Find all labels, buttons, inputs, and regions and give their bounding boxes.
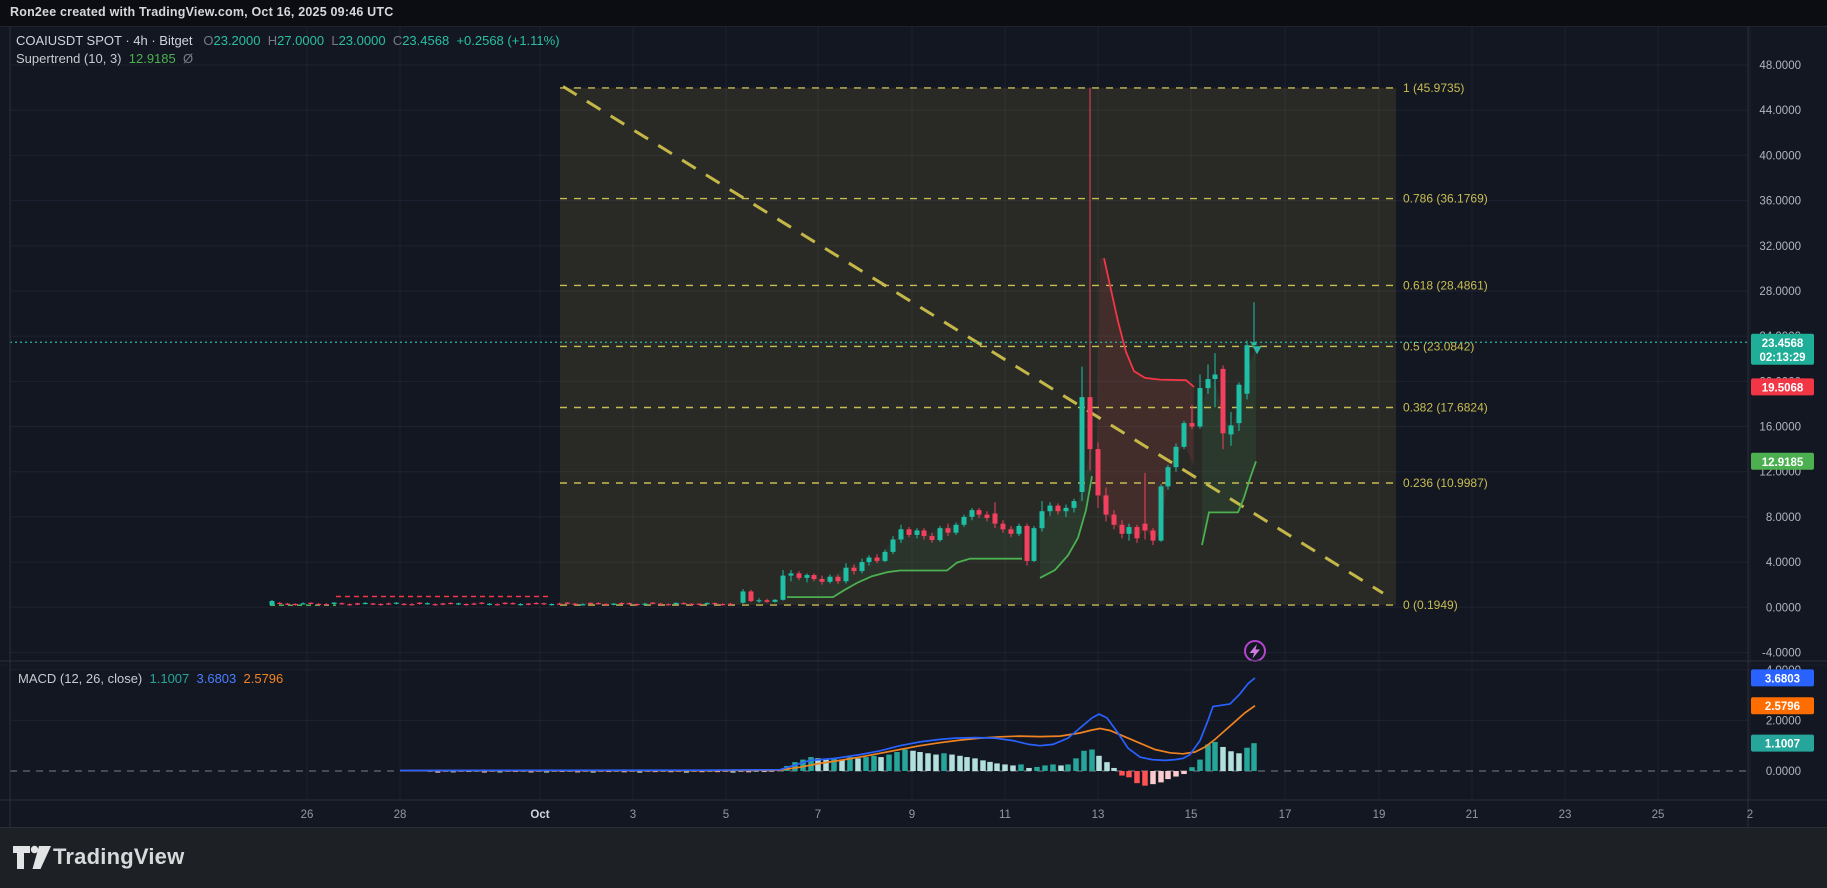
fib-level-label: 0.5 (23.0842): [1403, 339, 1474, 353]
last-price-label-text: 02:13:29: [1759, 352, 1805, 364]
time-tick-label: 15: [1185, 809, 1198, 821]
time-tick-label: 19: [1373, 809, 1386, 821]
watermark-text: Ron2ee created with TradingView.com, Oct…: [10, 5, 394, 19]
candlestick-series[interactable]: [269, 87, 1257, 606]
fib-level-label: 0.382 (17.6824): [1403, 400, 1488, 414]
price-tick-label: 28.0000: [1759, 286, 1801, 298]
macd-line-value: 3.6803: [196, 671, 237, 686]
symbol-legend-row[interactable]: COAIUSDT SPOT · 4h · Bitget O23.2000 H27…: [16, 33, 560, 48]
fib-level-label: 0.786 (36.1769): [1403, 192, 1488, 206]
last-price-label: 23.4568 02:13:29: [1751, 333, 1814, 365]
macd-tick-label: 2.0000: [1766, 715, 1801, 727]
pane-borders: [0, 27, 1827, 827]
snapshot-top-bar: Ron2ee created with TradingView.com, Oct…: [0, 0, 1827, 27]
price-tick-label: 40.0000: [1759, 150, 1801, 162]
signal-value-label-text: 2.5796: [1765, 701, 1800, 713]
time-tick-label: 13: [1092, 809, 1105, 821]
macd-value-label-text: 3.6803: [1765, 673, 1800, 685]
time-tick-label: 9: [909, 809, 915, 821]
price-arrow-marker: [1252, 346, 1262, 355]
supertrend-legend-row[interactable]: Supertrend (10, 3) 12.9185 Ø: [16, 51, 193, 66]
supertrend-sell-label-text: 19.5068: [1762, 382, 1804, 394]
ohlc-open-value: 23.2000: [213, 33, 261, 48]
price-tick-label: 36.0000: [1759, 196, 1801, 208]
ohlc-close-value: 23.4568: [402, 33, 450, 48]
fib-level-label: 1 (45.9735): [1403, 81, 1464, 95]
time-tick-label: 11: [999, 809, 1011, 821]
supertrend-buy-label: 12.9185: [1751, 452, 1814, 470]
time-tick-label: 23: [1559, 809, 1572, 821]
time-axis[interactable]: 26 28 Oct 3 5 7 9 11 13 15 17 19 21 23 25 2: [301, 809, 1754, 821]
ohlc-close-key: C: [392, 33, 403, 48]
macd-signal-line: [399, 705, 1256, 772]
symbol-title[interactable]: COAIUSDT SPOT · 4h · Bitget: [16, 33, 193, 48]
hist-value-label-text: 1.1007: [1765, 739, 1800, 751]
fib-level-label: 0 (0.1949): [1403, 598, 1458, 612]
time-tick-label: Oct: [530, 809, 549, 821]
footer-bar: TradingView: [0, 827, 1827, 888]
gridlines: [10, 27, 1751, 800]
supertrend-sell-label: 19.5068: [1751, 378, 1814, 396]
macd-legend-row[interactable]: MACD (12, 26, close) 1.1007 3.6803 2.579…: [18, 671, 283, 686]
last-price-label-text: 23.4568: [1762, 338, 1804, 350]
time-tick-label: 21: [1466, 809, 1479, 821]
price-tick-label: 4.0000: [1766, 557, 1801, 569]
time-tick-label: 2: [1747, 809, 1753, 821]
fib-level-label: 0.236 (10.9987): [1403, 476, 1488, 490]
time-tick-label: 26: [301, 809, 314, 821]
price-tick-label: 32.0000: [1759, 241, 1801, 253]
time-tick-label: 5: [723, 809, 729, 821]
supertrend-name[interactable]: Supertrend (10, 3): [16, 51, 122, 66]
ohlc-low-value: 23.0000: [338, 33, 386, 48]
price-tick-label: 44.0000: [1759, 105, 1801, 117]
supertrend-hidden-icon[interactable]: Ø: [182, 51, 194, 66]
time-tick-label: 7: [815, 809, 821, 821]
time-tick-label: 3: [630, 809, 636, 821]
time-tick-label: 28: [394, 809, 407, 821]
signal-value-label: 2.5796: [1751, 697, 1814, 715]
macd-name[interactable]: MACD (12, 26, close): [18, 671, 143, 686]
supertrend-buy-label-text: 12.9185: [1762, 457, 1804, 469]
lightning-icon[interactable]: [1244, 640, 1266, 662]
hist-value-label: 1.1007: [1751, 734, 1814, 752]
price-tick-label: 48.0000: [1759, 60, 1801, 72]
macd-hist-value: 1.1007: [149, 671, 190, 686]
ohlc-high-key: H: [267, 33, 278, 48]
macd-tick-label: 0.0000: [1766, 766, 1801, 778]
price-tick-label: -4.0000: [1762, 647, 1801, 659]
fib-levels: 1 (45.9735) 0.786 (36.1769) 0.618 (28.4861…: [560, 81, 1488, 612]
price-tick-label: 8.0000: [1766, 512, 1801, 524]
tradingview-logo-icon[interactable]: [12, 843, 52, 873]
change-value: +0.2568 (+1.11%): [456, 33, 560, 48]
price-tick-label: 0.0000: [1766, 602, 1801, 614]
fib-level-label: 0.618 (28.4861): [1403, 278, 1488, 292]
ohlc-low-key: L: [331, 33, 339, 48]
tradingview-logo-text[interactable]: TradingView: [53, 844, 185, 869]
chart-background[interactable]: [0, 27, 1827, 827]
time-tick-label: 25: [1652, 809, 1665, 821]
price-tick-label: 16.0000: [1759, 422, 1801, 434]
macd-pane[interactable]: [10, 677, 1748, 786]
time-tick-label: 17: [1279, 809, 1292, 821]
macd-main-line: [399, 677, 1256, 772]
trend-line[interactable]: [562, 85, 1384, 595]
supertrend-value: 12.9185: [128, 51, 176, 66]
ohlc-high-value: 27.0000: [277, 33, 325, 48]
macd-signal-value: 2.5796: [243, 671, 284, 686]
macd-value-label: 3.6803: [1751, 669, 1814, 687]
ohlc-open-key: O: [203, 33, 214, 48]
